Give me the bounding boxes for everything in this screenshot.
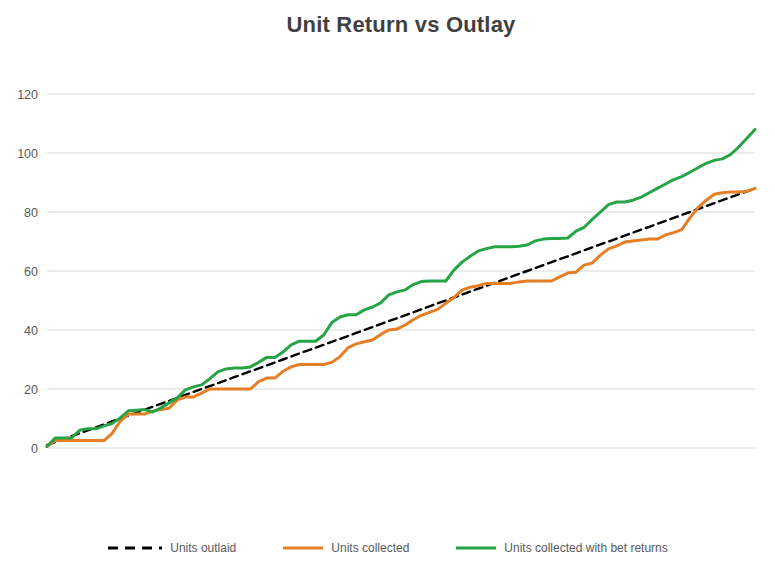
dashed-line-swatch xyxy=(107,545,163,551)
legend-item-units-collected: Units collected xyxy=(282,541,409,555)
y-tick-label-60: 60 xyxy=(24,265,38,279)
y-tick-label-120: 120 xyxy=(17,88,38,102)
y-tick-label-100: 100 xyxy=(17,147,38,161)
green-line-swatch xyxy=(455,545,497,551)
legend-label-units-collected: Units collected xyxy=(331,541,409,555)
orange-line-swatch xyxy=(282,545,324,551)
chart: Unit Return vs Outlay 020406080100120 Un… xyxy=(0,0,775,572)
legend-item-units-collected-with-bet-returns: Units collected with bet returns xyxy=(455,541,667,555)
legend-label-units-collected-with-bet-returns: Units collected with bet returns xyxy=(504,541,667,555)
plot-area: 0 20 40 60 80 100 120 xyxy=(0,0,775,572)
legend: Units outlaid Units collected Units coll… xyxy=(0,541,775,555)
series-line-units-outlaid xyxy=(47,188,755,445)
series-line-units-collected-with-bet-returns xyxy=(47,129,755,446)
y-tick-label-0: 0 xyxy=(31,442,38,456)
y-tick-label-40: 40 xyxy=(24,324,38,338)
legend-item-units-outlaid: Units outlaid xyxy=(107,541,236,555)
y-tick-label-80: 80 xyxy=(24,206,38,220)
y-tick-label-20: 20 xyxy=(24,383,38,397)
legend-label-units-outlaid: Units outlaid xyxy=(170,541,236,555)
